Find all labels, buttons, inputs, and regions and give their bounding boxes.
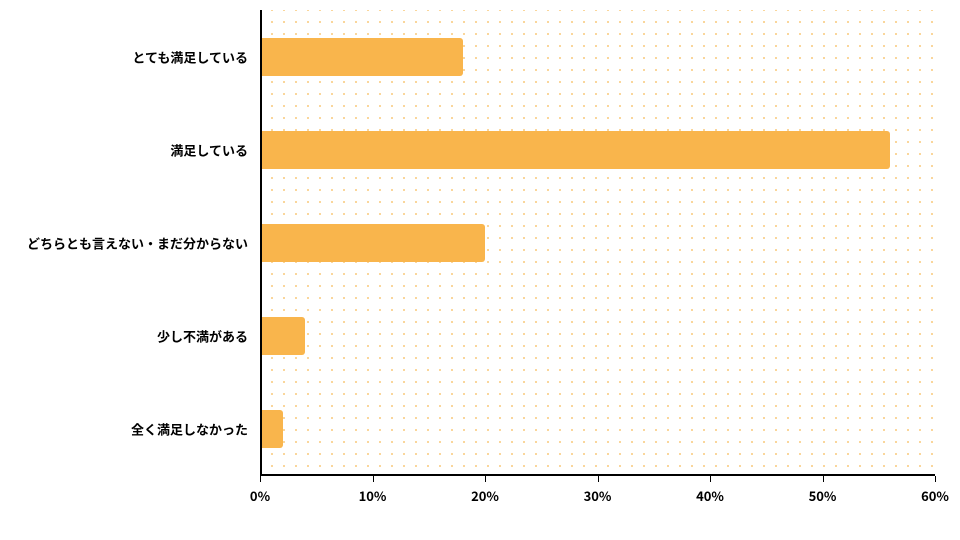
x-tick — [373, 476, 374, 482]
plot-area: 0%10%20%30%40%50%60%とても満足している満足しているどちらとも… — [260, 10, 935, 476]
category-label: 全く満足しなかった — [8, 420, 248, 439]
x-tick-label: 10% — [359, 486, 387, 505]
x-tick — [823, 476, 824, 482]
x-tick-label: 0% — [250, 486, 270, 505]
category-label: 少し不満がある — [8, 327, 248, 346]
category-label: どちらとも言えない・まだ分からない — [8, 234, 248, 253]
x-tick-label: 40% — [696, 486, 724, 505]
bar — [262, 131, 890, 169]
category-label: 満足している — [8, 140, 248, 159]
x-tick — [935, 476, 936, 482]
satisfaction-bar-chart: 0% 10% 20% 30% 40% 50% 60% とても満足している満足しているどちらとも… — [0, 0, 960, 540]
bar — [262, 224, 485, 262]
x-tick-label: 50% — [809, 486, 837, 505]
x-tick-label: 20% — [471, 486, 499, 505]
x-tick-label: 30% — [584, 486, 612, 505]
bar — [262, 410, 283, 448]
x-tick — [710, 476, 711, 482]
x-tick-label: 60% — [921, 486, 949, 505]
x-tick — [260, 476, 261, 482]
x-tick — [598, 476, 599, 482]
bar — [262, 317, 305, 355]
category-label: とても満足している — [8, 47, 248, 66]
bar — [262, 38, 463, 76]
x-tick — [485, 476, 486, 482]
